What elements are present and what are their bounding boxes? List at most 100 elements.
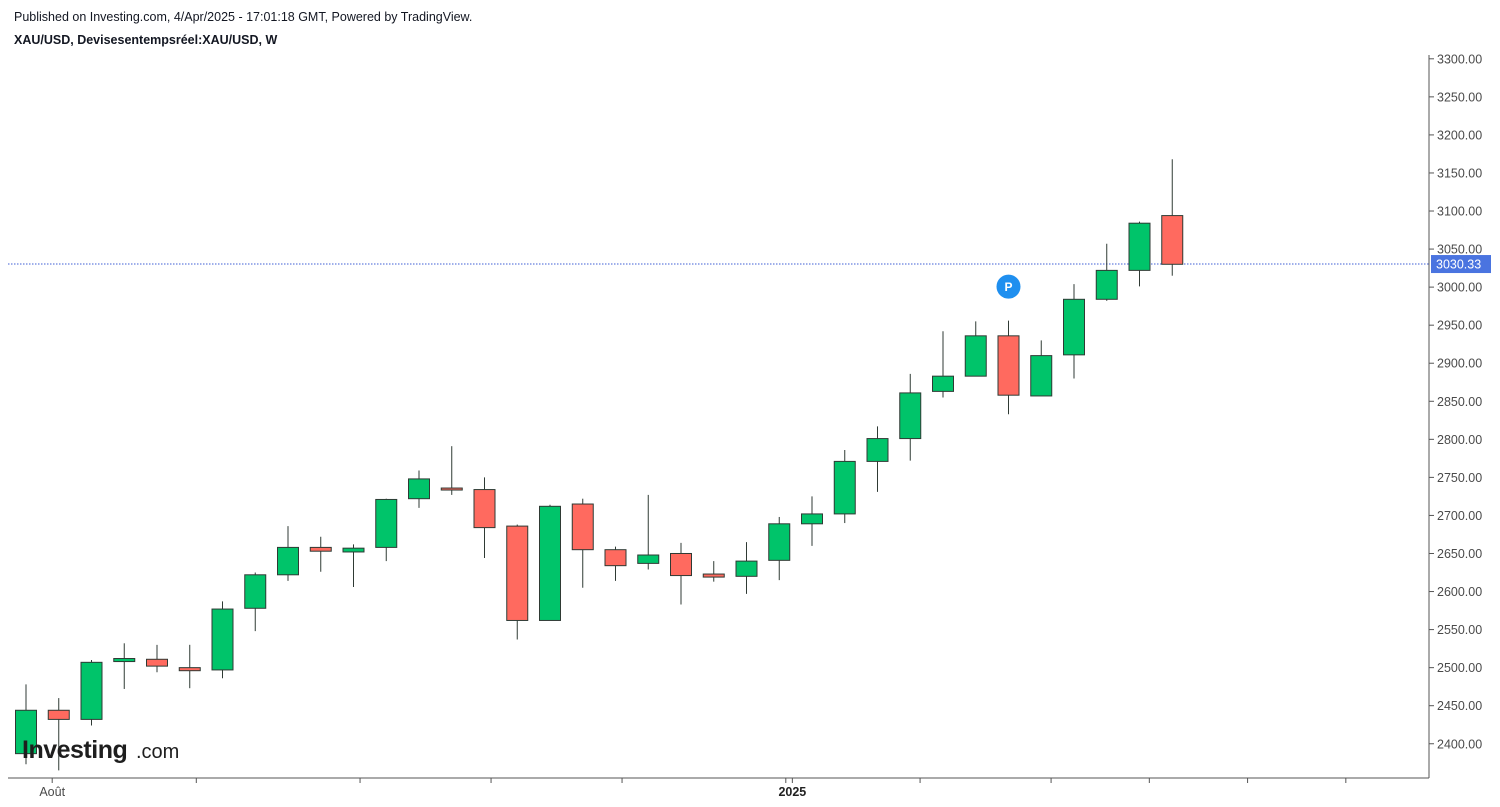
marker-circle <box>994 272 1023 301</box>
published-info: Published on Investing.com, 4/Apr/2025 -… <box>14 10 473 24</box>
candle <box>1161 159 1184 276</box>
price-tag-bg <box>1431 255 1491 274</box>
y-tick-label: 2500.00 <box>1437 661 1482 675</box>
candle-body-up <box>637 554 660 564</box>
marker-label: P <box>1004 280 1012 294</box>
candle-body-down <box>178 667 201 672</box>
candle <box>702 561 725 582</box>
candle <box>833 449 856 524</box>
candle-body-down <box>506 525 529 621</box>
candles <box>15 159 1184 771</box>
candle-body-up <box>539 505 561 621</box>
y-tick-label: 3300.00 <box>1437 52 1482 66</box>
y-tick-label: 3250.00 <box>1437 90 1482 104</box>
candle-body-up <box>735 560 758 577</box>
candle <box>309 536 332 572</box>
candle <box>866 426 889 492</box>
candle <box>768 516 791 581</box>
candle <box>473 477 496 559</box>
y-tick-label: 2750.00 <box>1437 471 1482 485</box>
candle-body-down <box>473 489 496 529</box>
candle <box>1095 243 1118 301</box>
y-tick-label: 3200.00 <box>1437 128 1482 142</box>
candle <box>146 644 168 673</box>
candle-body-down <box>604 549 627 567</box>
candle <box>440 446 463 495</box>
candle <box>899 373 922 461</box>
candle-body-down <box>440 487 463 491</box>
candle-body-up <box>801 513 823 525</box>
candle <box>80 660 103 726</box>
candle-body-up <box>80 661 103 720</box>
candle <box>997 320 1020 415</box>
candle-body-down <box>670 552 692 577</box>
candle-body-down <box>702 573 725 578</box>
y-tick-label: 2650.00 <box>1437 547 1482 561</box>
candle <box>1128 221 1151 287</box>
candle <box>408 470 430 508</box>
y-tick-label: 2550.00 <box>1437 623 1482 637</box>
x-tick-label: 2025 <box>778 785 806 799</box>
candle-body-up <box>342 547 365 553</box>
candle <box>211 601 234 679</box>
candle <box>801 496 823 546</box>
y-tick-label: 3000.00 <box>1437 281 1482 295</box>
candle <box>506 524 529 640</box>
candle <box>15 684 37 765</box>
candle <box>277 526 299 581</box>
candle <box>113 643 136 689</box>
candle-body-down <box>309 546 332 552</box>
candle-body-down <box>47 709 70 720</box>
candle-body-down <box>571 503 594 551</box>
symbol-title: XAU/USD, Devisesentempsréel:XAU/USD, W <box>14 33 278 47</box>
y-tick-label: 2800.00 <box>1437 433 1482 447</box>
candle <box>571 498 594 588</box>
y-axis[interactable]: 2400.00 2450.00 2500.00 2550.00 2600.00 2650.… <box>1428 52 1482 778</box>
candle-body-up <box>899 392 922 440</box>
candle <box>342 544 365 587</box>
candle-body-up <box>408 478 430 500</box>
candle-body-up <box>932 375 954 392</box>
candle <box>932 331 954 398</box>
candle-body-up <box>15 709 37 755</box>
candle <box>670 542 692 605</box>
candle <box>375 498 398 562</box>
x-tick-label: Août <box>39 785 65 799</box>
logo-suffix-text: .com <box>136 741 179 763</box>
y-tick-label: 3100.00 <box>1437 205 1482 219</box>
candle-body-up <box>277 546 299 576</box>
investing-logo: Investing .com <box>22 736 179 764</box>
x-axis[interactable]: Août 2025 <box>8 777 1429 799</box>
y-tick-label: 3150.00 <box>1437 166 1482 180</box>
candle-body-up <box>375 498 398 548</box>
candle-body-up <box>1095 269 1118 300</box>
candle <box>539 504 561 621</box>
y-tick-label: 2850.00 <box>1437 395 1482 409</box>
candle-body-down <box>1161 215 1184 265</box>
candle-body-up <box>768 523 791 561</box>
candle <box>1063 284 1085 379</box>
candle-body-down <box>146 658 168 667</box>
candle-body-down <box>997 335 1020 396</box>
price-tag-label: 3030.33 <box>1436 258 1481 272</box>
candle-body-up <box>1030 355 1053 397</box>
y-tick-label: 2900.00 <box>1437 357 1482 371</box>
logo-main-text: Investing <box>22 736 127 764</box>
candle-body-up <box>964 335 987 377</box>
candle <box>735 542 758 594</box>
candle <box>47 698 70 771</box>
candle-body-up <box>1128 222 1151 271</box>
candle-body-up <box>833 460 856 515</box>
candle <box>244 572 267 632</box>
y-tick-label: 2450.00 <box>1437 699 1482 713</box>
candle <box>604 546 627 581</box>
y-tick-label: 3050.00 <box>1437 243 1482 257</box>
candle <box>1030 340 1053 397</box>
y-tick-label: 2700.00 <box>1437 509 1482 523</box>
p-marker[interactable]: P <box>994 272 1023 301</box>
candle <box>637 494 660 570</box>
candle-body-up <box>1063 298 1085 356</box>
candle-body-up <box>866 438 889 462</box>
y-tick-label: 2400.00 <box>1437 737 1482 751</box>
